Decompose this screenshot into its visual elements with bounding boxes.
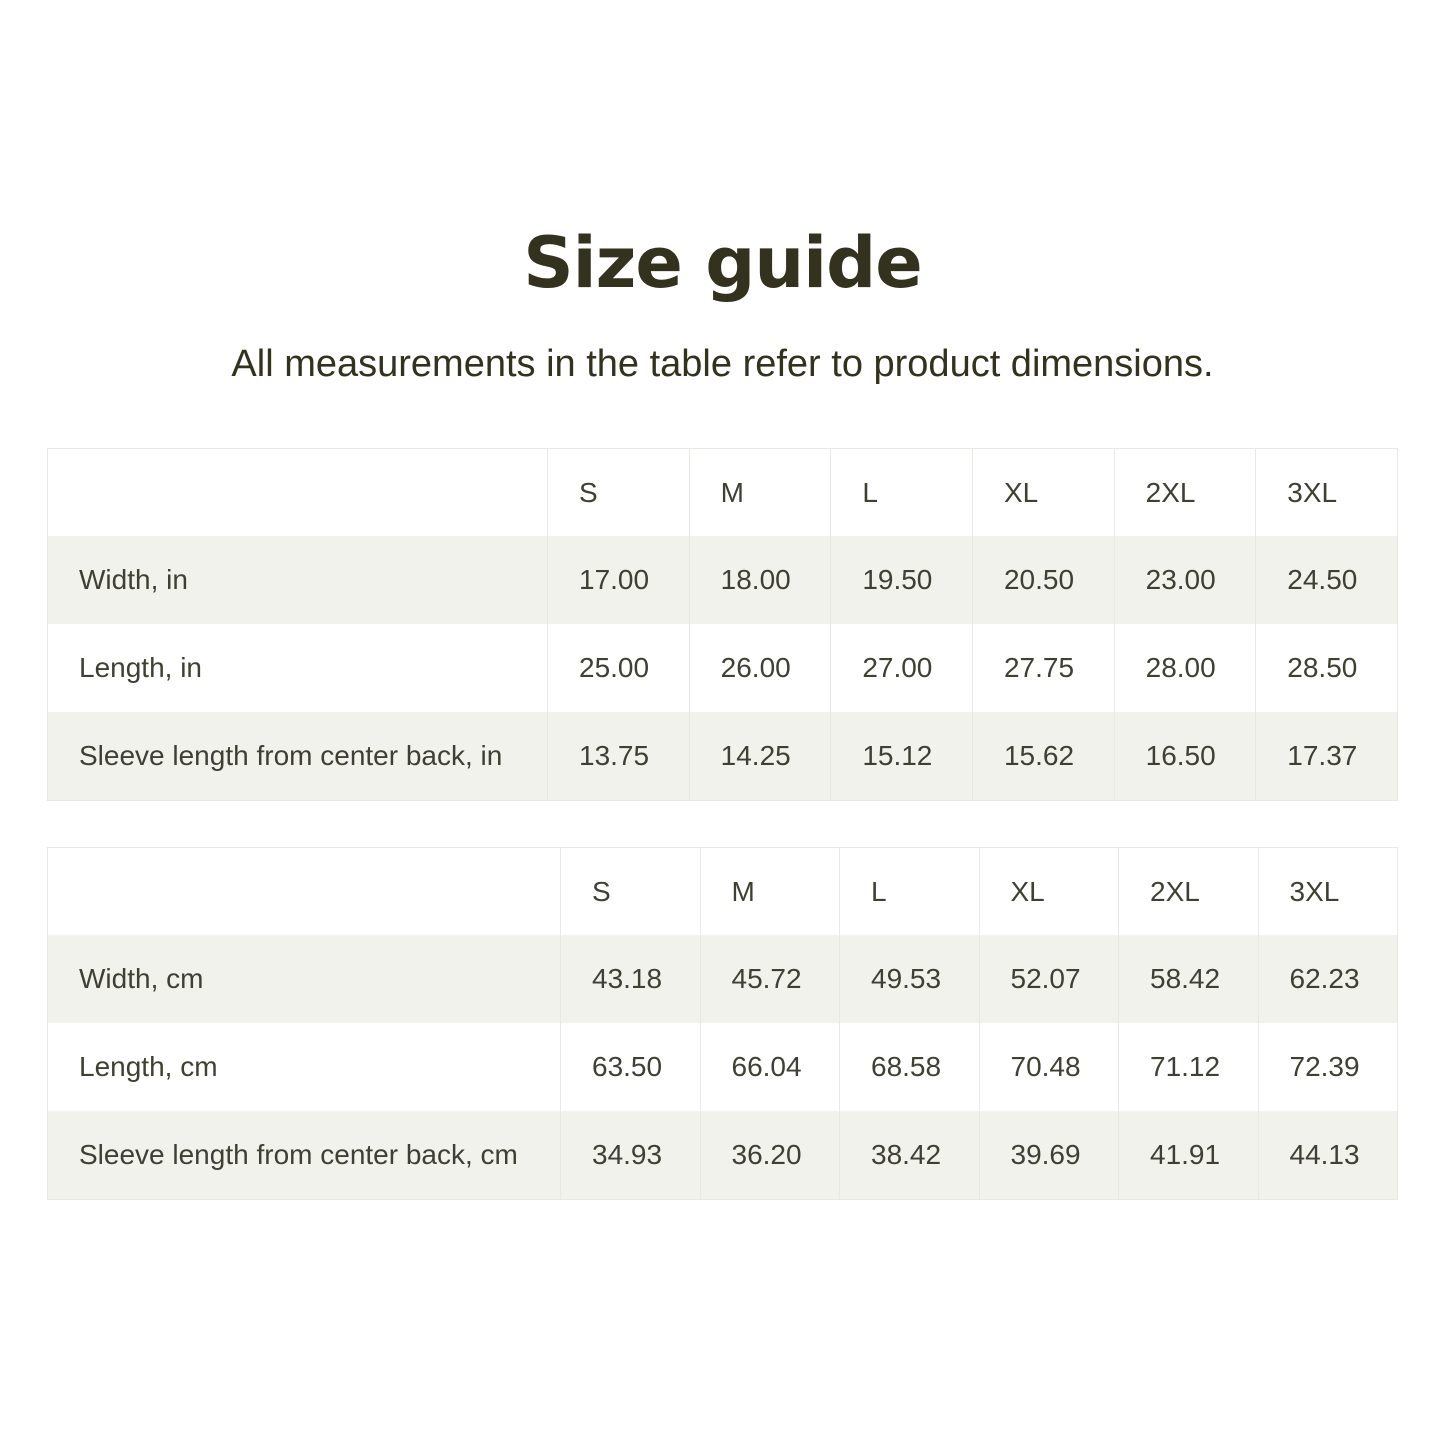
page-subtitle: All measurements in the table refer to p… [231, 343, 1214, 385]
row-label: Sleeve length from center back, in [79, 740, 503, 772]
cell: 45.72 [699, 935, 840, 1024]
column-header-l: L [839, 847, 979, 936]
corner-cell [48, 847, 561, 935]
column-header-m: M [688, 448, 831, 537]
table-row-length-cm: Length, cm 63.50 66.04 68.58 70.48 71.12… [47, 1023, 1398, 1112]
table-row-sleeve-cm: Sleeve length from center back, cm 34.93… [47, 1111, 1398, 1200]
cell: 16.50 [1113, 712, 1256, 801]
row-label: Width, cm [79, 963, 204, 995]
column-header-l: L [830, 448, 973, 537]
size-table-inches: S M L XL 2XL 3XL Width, in 17.00 18.00 1… [47, 447, 1398, 801]
table-row-width-cm: Width, cm 43.18 45.72 49.53 52.07 58.42 … [47, 935, 1398, 1024]
cell: 70.48 [978, 1023, 1119, 1112]
column-header-xl: XL [971, 448, 1115, 537]
cell: 68.58 [839, 1023, 979, 1112]
cell: 18.00 [688, 536, 831, 625]
table-header-row: S M L XL 2XL 3XL [47, 448, 1398, 537]
cell: 36.20 [699, 1111, 840, 1200]
cell: 66.04 [699, 1023, 840, 1112]
cell: 28.50 [1255, 624, 1398, 713]
cell: 52.07 [978, 935, 1119, 1024]
cell: 28.00 [1113, 624, 1256, 713]
cell: 39.69 [978, 1111, 1119, 1200]
cell: 17.37 [1255, 712, 1398, 801]
cell: 27.00 [830, 624, 973, 713]
cell: 71.12 [1118, 1023, 1258, 1112]
row-label: Width, in [79, 564, 188, 596]
cell: 44.13 [1257, 1111, 1398, 1200]
row-label: Length, cm [79, 1051, 218, 1083]
cell: 62.23 [1257, 935, 1398, 1024]
column-header-xl: XL [978, 847, 1119, 936]
cell: 15.62 [971, 712, 1115, 801]
row-label: Sleeve length from center back, cm [79, 1139, 518, 1171]
table-row-width-in: Width, in 17.00 18.00 19.50 20.50 23.00 … [47, 536, 1398, 625]
column-header-s: S [547, 448, 690, 537]
cell: 19.50 [830, 536, 973, 625]
cell: 13.75 [547, 712, 690, 801]
size-guide-page: Size guide All measurements in the table… [47, 0, 1398, 1200]
cell: 25.00 [547, 624, 690, 713]
cell: 58.42 [1118, 935, 1258, 1024]
cell: 41.91 [1118, 1111, 1258, 1200]
table-row-length-in: Length, in 25.00 26.00 27.00 27.75 28.00… [47, 624, 1398, 713]
cell: 49.53 [839, 935, 979, 1024]
cell: 72.39 [1257, 1023, 1398, 1112]
size-table-centimeters: S M L XL 2XL 3XL Width, cm 43.18 45.72 4… [47, 846, 1398, 1200]
cell: 24.50 [1255, 536, 1398, 625]
cell: 38.42 [839, 1111, 979, 1200]
cell: 14.25 [688, 712, 831, 801]
row-label: Length, in [79, 652, 202, 684]
table-header-row: S M L XL 2XL 3XL [47, 847, 1398, 936]
cell: 17.00 [547, 536, 690, 625]
cell: 26.00 [688, 624, 831, 713]
column-header-3xl: 3XL [1257, 847, 1398, 936]
column-header-2xl: 2XL [1113, 448, 1256, 537]
cell: 63.50 [560, 1023, 700, 1112]
cell: 15.12 [830, 712, 973, 801]
column-header-3xl: 3XL [1255, 448, 1398, 537]
column-header-s: S [560, 847, 700, 936]
table-row-sleeve-in: Sleeve length from center back, in 13.75… [47, 712, 1398, 801]
cell: 20.50 [971, 536, 1115, 625]
cell: 23.00 [1113, 536, 1256, 625]
corner-cell [48, 448, 548, 536]
column-header-2xl: 2XL [1118, 847, 1258, 936]
cell: 34.93 [560, 1111, 700, 1200]
column-header-m: M [699, 847, 840, 936]
cell: 43.18 [560, 935, 700, 1024]
cell: 27.75 [971, 624, 1115, 713]
page-title: Size guide [523, 222, 923, 304]
